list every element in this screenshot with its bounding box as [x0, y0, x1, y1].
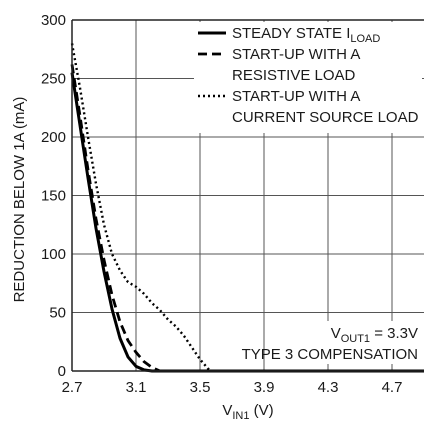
- y-tick-label: 250: [41, 71, 66, 88]
- annotation-compensation: TYPE 3 COMPENSATION: [242, 346, 418, 363]
- x-tick-label: 3.1: [126, 379, 147, 396]
- legend-label: RESISTIVE LOAD: [232, 67, 356, 84]
- y-tick-label: 100: [41, 246, 66, 263]
- y-tick-label: 150: [41, 188, 66, 205]
- y-tick-label: 200: [41, 129, 66, 146]
- x-tick-label: 4.3: [318, 379, 339, 396]
- series-line-dotted: [70, 43, 424, 373]
- annotation-vout: VOUT1 = 3.3V: [331, 325, 418, 345]
- y-tick-label: 50: [49, 305, 66, 322]
- annotation-background: [268, 321, 421, 364]
- legend-background: [194, 22, 422, 133]
- legend-label: CURRENT SOURCE LOAD: [232, 109, 419, 126]
- legend-label: STEADY STATE ILOAD: [232, 25, 380, 45]
- x-tick-label: 2.7: [62, 379, 83, 396]
- y-axis-label: REDUCTION BELOW 1A (mA): [11, 97, 28, 303]
- x-tick-label: 3.9: [254, 379, 275, 396]
- axes: 2.7 3.1 3.5 3.9 4.3 4.7 0 50 100 150 200 250 300 VIN1…: [11, 12, 424, 422]
- legend-label: START-UP WITH A: [232, 46, 360, 63]
- x-tick-label: 3.5: [190, 379, 211, 396]
- y-tick-label: 0: [58, 363, 66, 380]
- x-axis-label: VIN1 (V): [222, 402, 273, 422]
- y-tick-label: 300: [41, 12, 66, 29]
- legend-label: START-UP WITH A: [232, 88, 360, 105]
- x-tick-label: 4.7: [382, 379, 403, 396]
